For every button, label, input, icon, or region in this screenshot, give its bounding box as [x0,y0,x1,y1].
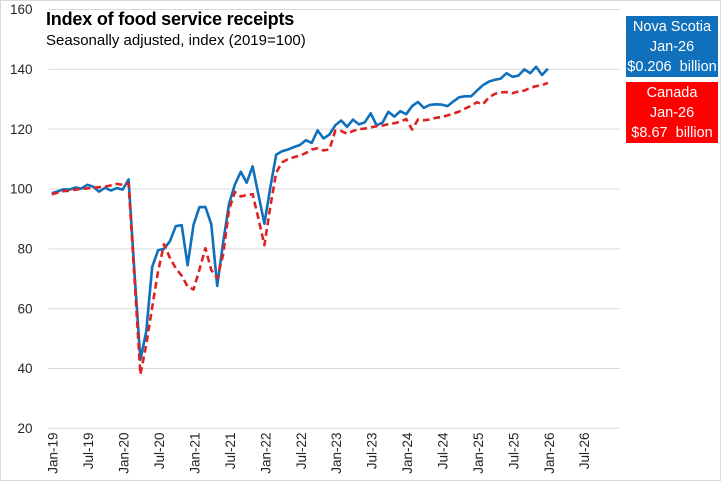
svg-text:Jan-22: Jan-22 [258,433,273,474]
svg-text:Jan-26: Jan-26 [542,433,557,474]
svg-text:Jan-20: Jan-20 [117,433,132,474]
svg-text:Jul-19: Jul-19 [81,433,96,470]
svg-text:40: 40 [17,361,32,376]
svg-text:Jan-21: Jan-21 [187,433,202,474]
svg-text:Jan-19: Jan-19 [46,433,61,474]
svg-text:60: 60 [17,301,32,316]
svg-text:Jan-25: Jan-25 [471,433,486,474]
svg-text:120: 120 [10,122,33,137]
svg-text:Jul-26: Jul-26 [577,433,592,470]
svg-text:Jul-23: Jul-23 [365,433,380,470]
svg-text:Jul-22: Jul-22 [294,433,309,470]
svg-text:Jul-25: Jul-25 [506,433,521,470]
svg-text:Jul-21: Jul-21 [223,433,238,470]
svg-text:100: 100 [10,182,33,197]
svg-text:20: 20 [17,421,32,436]
svg-text:160: 160 [10,2,33,17]
svg-text:Jul-24: Jul-24 [436,432,451,469]
svg-text:80: 80 [17,242,32,257]
svg-text:Jul-20: Jul-20 [152,433,167,470]
svg-text:Jan-24: Jan-24 [400,432,415,474]
svg-text:140: 140 [10,62,33,77]
svg-text:Jan-23: Jan-23 [329,433,344,474]
